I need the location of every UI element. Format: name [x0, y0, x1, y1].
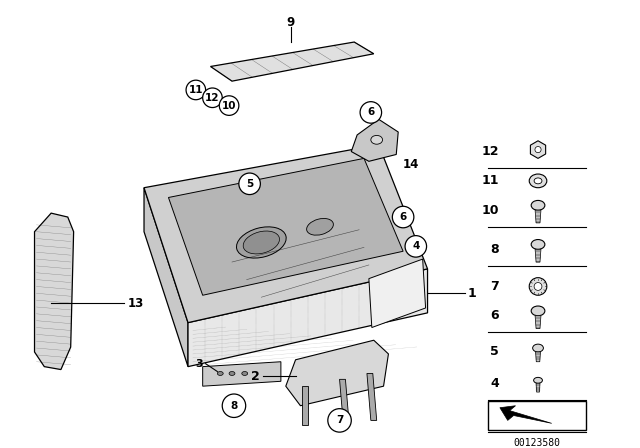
Circle shape [186, 80, 205, 100]
Text: 4: 4 [490, 377, 499, 390]
Ellipse shape [532, 344, 543, 352]
Polygon shape [535, 210, 541, 223]
Polygon shape [303, 386, 308, 425]
Circle shape [328, 409, 351, 432]
Polygon shape [340, 379, 349, 425]
Ellipse shape [229, 371, 235, 375]
Text: 00123580: 00123580 [513, 438, 561, 448]
Text: 10: 10 [481, 204, 499, 217]
Circle shape [203, 88, 222, 108]
Text: 4: 4 [412, 241, 419, 251]
Ellipse shape [534, 377, 543, 383]
Polygon shape [535, 316, 541, 328]
Text: 14: 14 [403, 158, 419, 171]
Polygon shape [168, 159, 403, 295]
Text: 8: 8 [230, 401, 237, 411]
Text: 9: 9 [287, 16, 295, 29]
Circle shape [529, 278, 547, 295]
Polygon shape [203, 362, 281, 386]
Polygon shape [144, 188, 188, 366]
Text: 6: 6 [367, 108, 374, 117]
Ellipse shape [531, 306, 545, 316]
Ellipse shape [237, 227, 286, 258]
Text: 5: 5 [246, 179, 253, 189]
Polygon shape [536, 383, 540, 392]
Text: 5: 5 [490, 345, 499, 358]
Text: 10: 10 [222, 101, 236, 111]
Polygon shape [144, 145, 428, 323]
Ellipse shape [243, 231, 280, 254]
Text: 1: 1 [468, 287, 476, 300]
Circle shape [239, 173, 260, 194]
Polygon shape [351, 119, 398, 161]
Ellipse shape [534, 178, 542, 184]
Circle shape [222, 394, 246, 418]
Ellipse shape [529, 174, 547, 188]
Ellipse shape [307, 219, 333, 235]
Text: 6: 6 [399, 212, 407, 222]
Text: 7: 7 [336, 415, 343, 426]
Text: 12: 12 [481, 145, 499, 158]
Text: 7: 7 [490, 280, 499, 293]
Polygon shape [500, 406, 552, 423]
Ellipse shape [218, 371, 223, 375]
Text: 8: 8 [490, 243, 499, 256]
Circle shape [405, 236, 427, 257]
Polygon shape [531, 141, 546, 159]
Circle shape [392, 206, 414, 228]
Polygon shape [188, 269, 428, 366]
Ellipse shape [531, 200, 545, 210]
Text: 6: 6 [490, 309, 499, 322]
Ellipse shape [531, 240, 545, 249]
Text: 2: 2 [251, 370, 259, 383]
Polygon shape [369, 259, 426, 327]
Polygon shape [535, 249, 541, 262]
Ellipse shape [371, 135, 383, 144]
Text: 11: 11 [189, 85, 203, 95]
Polygon shape [536, 352, 540, 362]
Text: 13: 13 [127, 297, 143, 310]
Text: 11: 11 [481, 174, 499, 187]
Ellipse shape [242, 371, 248, 375]
Polygon shape [286, 340, 388, 406]
Circle shape [360, 102, 381, 123]
Bar [488, 401, 586, 430]
Circle shape [220, 96, 239, 116]
Polygon shape [211, 42, 374, 81]
Circle shape [535, 146, 541, 153]
Text: 3: 3 [195, 359, 203, 369]
Circle shape [534, 283, 542, 290]
Polygon shape [35, 213, 74, 370]
Text: 12: 12 [205, 93, 220, 103]
Polygon shape [367, 374, 377, 420]
